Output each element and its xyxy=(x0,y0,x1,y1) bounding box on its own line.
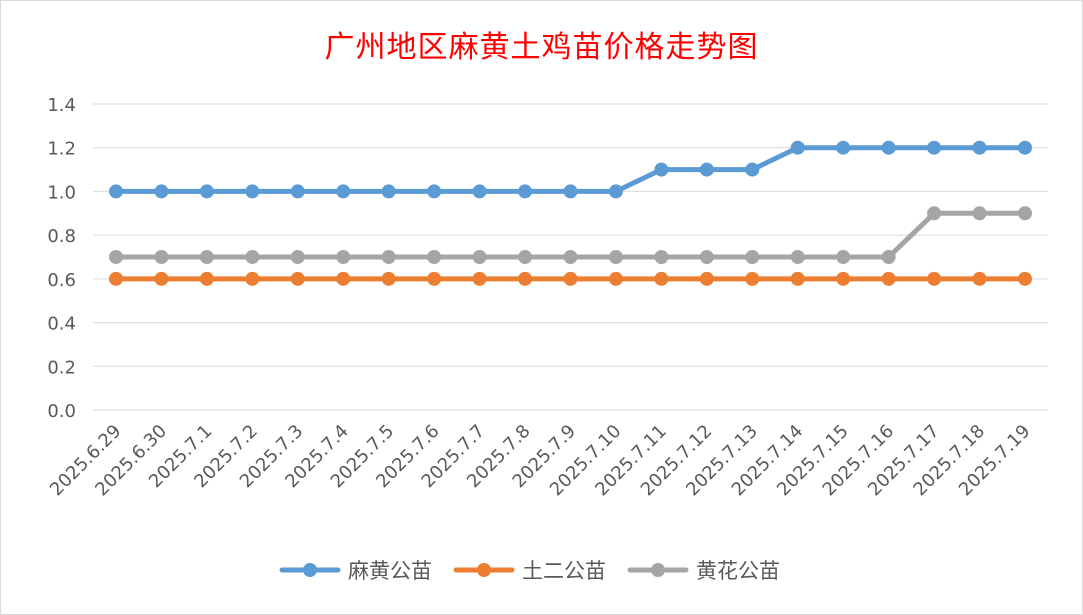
y-tick-label: 0.4 xyxy=(47,314,76,335)
data-point xyxy=(154,250,169,264)
y-tick-label: 1.0 xyxy=(47,182,76,203)
data-point xyxy=(881,140,896,155)
data-point xyxy=(654,271,669,286)
data-point xyxy=(199,184,214,199)
data-point xyxy=(654,162,669,177)
data-point xyxy=(336,271,351,286)
data-point xyxy=(472,250,487,264)
data-point xyxy=(881,271,896,286)
data-point xyxy=(699,250,714,264)
series-lines xyxy=(109,140,1032,286)
data-point xyxy=(518,250,533,264)
data-point xyxy=(563,184,578,199)
data-point xyxy=(608,271,623,286)
legend-marker xyxy=(651,563,665,577)
data-point xyxy=(199,271,214,286)
data-point xyxy=(518,271,533,286)
legend-label: 黄花公苗 xyxy=(696,559,780,583)
y-tick-label: 0.8 xyxy=(47,226,76,247)
chart-title: 广州地区麻黄土鸡苗价格走势图 xyxy=(324,30,759,65)
data-point xyxy=(563,271,578,286)
legend-label: 麻黄公苗 xyxy=(348,559,432,583)
data-point xyxy=(245,271,260,286)
data-point xyxy=(881,250,896,264)
data-point xyxy=(427,250,442,264)
x-axis-ticks: 2025.6.292025.6.302025.7.12025.7.22025.7… xyxy=(46,421,1035,501)
data-point xyxy=(699,162,714,177)
y-tick-label: 1.2 xyxy=(47,139,76,160)
legend-marker xyxy=(477,563,491,577)
data-point xyxy=(790,271,805,286)
data-point xyxy=(745,250,760,264)
data-point xyxy=(109,250,123,264)
data-point xyxy=(109,271,123,286)
data-point xyxy=(290,184,305,199)
y-axis-ticks: 0.0 0.2 0.4 0.6 0.8 1.0 1.2 1.4 xyxy=(47,95,76,422)
data-point xyxy=(1018,140,1032,155)
y-tick-label: 0.0 xyxy=(47,401,76,422)
data-point xyxy=(381,250,396,264)
data-point xyxy=(336,184,351,199)
data-point xyxy=(836,271,851,286)
data-point xyxy=(699,271,714,286)
data-point xyxy=(154,271,169,286)
data-point xyxy=(199,250,214,264)
data-point xyxy=(109,184,123,199)
data-point xyxy=(745,271,760,286)
data-point xyxy=(245,250,260,264)
series-1 xyxy=(109,140,1032,199)
data-point xyxy=(290,250,305,264)
data-point xyxy=(745,162,760,177)
y-tick-label: 0.6 xyxy=(47,270,76,291)
data-point xyxy=(836,140,851,155)
y-tick-label: 1.4 xyxy=(47,95,76,116)
data-point xyxy=(972,206,987,221)
series-2 xyxy=(109,271,1032,286)
data-point xyxy=(790,250,805,264)
data-point xyxy=(427,271,442,286)
data-point xyxy=(927,206,942,221)
data-point xyxy=(427,184,442,199)
data-point xyxy=(472,271,487,286)
legend: 麻黄公苗 土二公苗 黄花公苗 xyxy=(279,559,780,583)
data-point xyxy=(245,184,260,199)
legend-label: 土二公苗 xyxy=(522,559,606,583)
legend-item: 土二公苗 xyxy=(453,559,606,583)
data-point xyxy=(927,140,942,155)
data-point xyxy=(1018,206,1032,221)
data-point xyxy=(654,250,669,264)
data-point xyxy=(336,250,351,264)
data-point xyxy=(972,140,987,155)
series-3 xyxy=(109,206,1032,264)
legend-item: 黄花公苗 xyxy=(627,559,780,583)
data-point xyxy=(381,271,396,286)
legend-marker xyxy=(303,563,317,577)
legend-item: 麻黄公苗 xyxy=(279,559,432,583)
data-point xyxy=(563,250,578,264)
data-point xyxy=(472,184,487,199)
data-point xyxy=(836,250,851,264)
data-point xyxy=(927,271,942,286)
data-point xyxy=(1018,271,1032,286)
data-point xyxy=(972,271,987,286)
data-point xyxy=(381,184,396,199)
data-point xyxy=(154,184,169,199)
data-point xyxy=(518,184,533,199)
data-point xyxy=(290,271,305,286)
data-point xyxy=(608,184,623,199)
y-tick-label: 0.2 xyxy=(47,357,76,378)
data-point xyxy=(790,140,805,155)
data-point xyxy=(608,250,623,264)
